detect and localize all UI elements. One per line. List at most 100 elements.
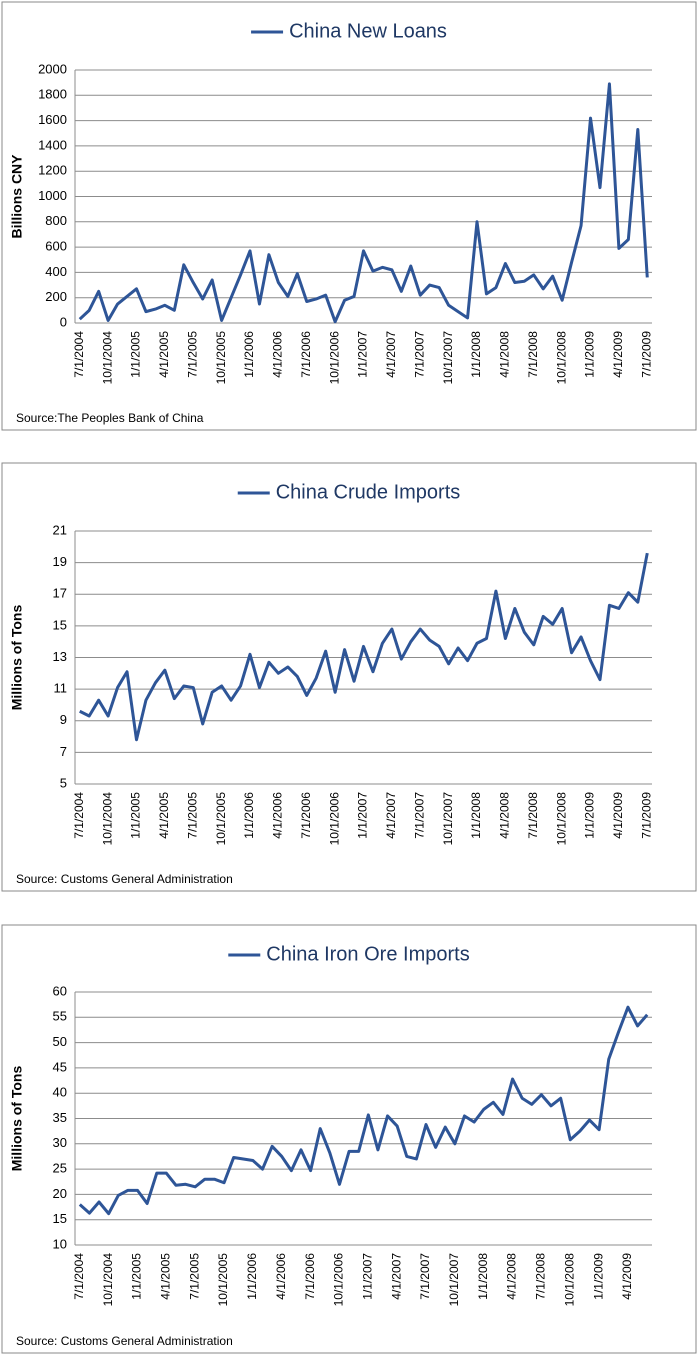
- y-tick-label: 30: [53, 1135, 67, 1150]
- panel-frame: [1, 924, 697, 1354]
- x-tick-label: 7/1/2007: [412, 792, 426, 839]
- data-line: [79, 552, 649, 742]
- y-tick-label: 50: [53, 1034, 67, 1049]
- y-tick-label: 9: [60, 712, 67, 727]
- y-tick-label: 13: [53, 649, 67, 664]
- x-tick-label: 4/1/2008: [498, 792, 512, 839]
- panel-frame: [1, 462, 697, 892]
- source-note: Source: Customs General Administration: [16, 872, 233, 886]
- y-tick-label: 60: [53, 983, 67, 998]
- x-tick-label: 4/1/2005: [159, 1253, 173, 1300]
- x-tick-label: 10/1/2005: [214, 331, 228, 385]
- legend-label: China Iron Ore Imports: [266, 943, 469, 965]
- x-tick-label: 7/1/2007: [418, 1253, 432, 1300]
- x-tick-label: 10/1/2004: [100, 792, 114, 846]
- x-tick-label: 7/1/2006: [303, 1253, 317, 1300]
- x-tick-label: 4/1/2008: [505, 1253, 519, 1300]
- x-tick-label: 1/1/2008: [469, 792, 483, 839]
- source-note: Source: Customs General Administration: [16, 1334, 233, 1348]
- y-tick-label: 55: [53, 1009, 67, 1024]
- x-tick-label: 4/1/2009: [611, 331, 625, 378]
- x-tick-label: 1/1/2007: [356, 331, 370, 378]
- data-line: [78, 82, 649, 324]
- x-tick-label: 7/1/2005: [187, 1253, 201, 1300]
- x-tick-label: 7/1/2006: [299, 331, 313, 378]
- y-tick-label: 21: [53, 522, 67, 537]
- legend-label: China New Loans: [289, 20, 447, 42]
- x-tick-label: 10/1/2008: [554, 331, 568, 385]
- y-tick-label: 19: [53, 554, 67, 569]
- y-tick-label: 15: [53, 617, 67, 632]
- x-tick-label: 4/1/2007: [389, 1253, 403, 1300]
- x-tick-label: 4/1/2009: [611, 792, 625, 839]
- x-tick-label: 10/1/2004: [100, 331, 114, 385]
- x-tick-label: 1/1/2007: [360, 1253, 374, 1300]
- y-tick-label: 200: [45, 289, 67, 304]
- y-tick-label: 11: [54, 681, 68, 696]
- y-tick-label: 25: [53, 1161, 67, 1176]
- panel-frame: [1, 1, 697, 431]
- x-tick-label: 7/1/2008: [526, 792, 540, 839]
- x-tick-label: 10/1/2007: [447, 1253, 461, 1307]
- x-tick-label: 4/1/2008: [498, 331, 512, 378]
- y-tick-label: 17: [53, 586, 67, 601]
- y-axis-label: Billions CNY: [9, 154, 25, 239]
- y-tick-label: 15: [53, 1211, 67, 1226]
- x-tick-label: 10/1/2004: [101, 1253, 115, 1307]
- y-tick-label: 600: [45, 239, 67, 254]
- x-tick-label: 1/1/2006: [242, 792, 256, 839]
- y-tick-label: 2000: [38, 61, 67, 76]
- x-tick-label: 1/1/2008: [469, 331, 483, 378]
- y-axis-label: Millions of Tons: [9, 605, 25, 711]
- y-tick-label: 0: [60, 314, 67, 329]
- x-tick-label: 1/1/2005: [129, 331, 143, 378]
- x-tick-label: 10/1/2005: [216, 1253, 230, 1307]
- x-tick-label: 7/1/2004: [72, 792, 86, 839]
- x-tick-label: 7/1/2006: [299, 792, 313, 839]
- x-tick-label: 7/1/2008: [534, 1253, 548, 1300]
- x-tick-label: 7/1/2007: [412, 331, 426, 378]
- x-tick-label: 7/1/2009: [639, 792, 653, 839]
- y-tick-label: 7: [60, 744, 67, 759]
- x-tick-label: 7/1/2004: [72, 331, 86, 378]
- x-tick-label: 10/1/2007: [441, 792, 455, 846]
- y-tick-label: 35: [53, 1110, 67, 1125]
- y-tick-label: 10: [53, 1236, 67, 1251]
- x-tick-label: 4/1/2005: [157, 792, 171, 839]
- x-tick-label: 1/1/2008: [476, 1253, 490, 1300]
- x-tick-label: 10/1/2005: [214, 792, 228, 846]
- x-tick-label: 4/1/2007: [384, 331, 398, 378]
- x-tick-label: 10/1/2006: [332, 1253, 346, 1307]
- y-tick-label: 20: [53, 1186, 67, 1201]
- x-tick-label: 4/1/2009: [620, 1253, 634, 1300]
- x-tick-label: 4/1/2005: [157, 331, 171, 378]
- legend-label: China Crude Imports: [276, 481, 461, 503]
- x-tick-label: 1/1/2009: [583, 331, 597, 378]
- x-tick-label: 1/1/2005: [129, 792, 143, 839]
- y-tick-label: 1600: [38, 112, 67, 127]
- y-tick-label: 1400: [38, 137, 67, 152]
- y-tick-label: 1200: [38, 163, 67, 178]
- x-tick-label: 1/1/2006: [245, 1253, 259, 1300]
- x-tick-label: 1/1/2005: [130, 1253, 144, 1300]
- y-tick-label: 40: [53, 1085, 67, 1100]
- x-tick-label: 10/1/2007: [441, 331, 455, 385]
- x-tick-label: 4/1/2007: [384, 792, 398, 839]
- x-tick-label: 4/1/2006: [274, 1253, 288, 1300]
- x-tick-label: 7/1/2005: [185, 331, 199, 378]
- y-tick-label: 45: [53, 1059, 67, 1074]
- x-tick-label: 1/1/2007: [356, 792, 370, 839]
- x-tick-label: 10/1/2008: [562, 1253, 576, 1307]
- data-line: [78, 1005, 649, 1216]
- x-tick-label: 4/1/2006: [271, 792, 285, 839]
- y-tick-label: 400: [45, 264, 67, 279]
- y-tick-label: 800: [45, 213, 67, 228]
- x-tick-label: 1/1/2006: [242, 331, 256, 378]
- x-tick-label: 7/1/2008: [526, 331, 540, 378]
- x-tick-label: 10/1/2006: [327, 331, 341, 385]
- x-tick-label: 7/1/2004: [72, 1253, 86, 1300]
- x-tick-label: 10/1/2008: [554, 792, 568, 846]
- x-tick-label: 7/1/2009: [639, 331, 653, 378]
